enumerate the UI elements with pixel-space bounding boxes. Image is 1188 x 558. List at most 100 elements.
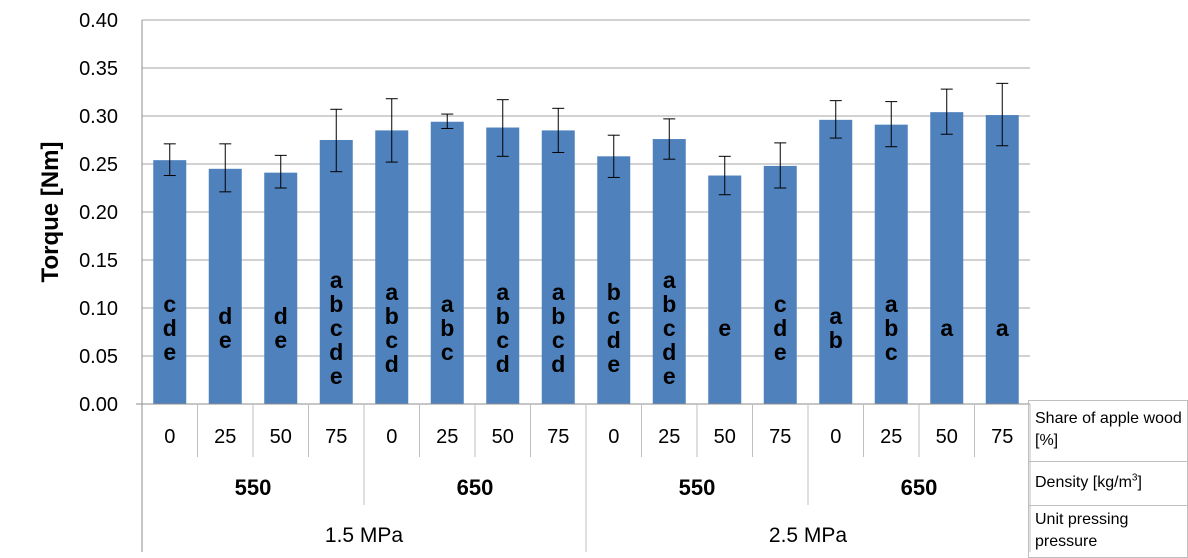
significance-letter: a xyxy=(940,315,953,341)
significance-letter: e xyxy=(163,339,176,365)
significance-letter: d xyxy=(274,303,288,329)
significance-letter: d xyxy=(329,339,343,365)
significance-letter: a xyxy=(330,267,343,293)
significance-letter: a xyxy=(829,303,842,329)
significance-letter: a xyxy=(552,279,565,305)
y-tick-label: 0.35 xyxy=(79,58,118,80)
significance-letter: d xyxy=(218,303,232,329)
significance-letter: b xyxy=(496,303,510,329)
bar xyxy=(763,165,797,404)
x-category-label: 75 xyxy=(769,426,791,448)
significance-letter: c xyxy=(663,315,676,341)
significance-letter: a xyxy=(496,279,509,305)
significance-letter: c xyxy=(330,315,343,341)
significance-letter: c xyxy=(774,291,787,317)
x-category-label: 50 xyxy=(936,426,958,448)
significance-letter: b xyxy=(551,303,565,329)
x-category-label: 25 xyxy=(880,426,902,448)
significance-letter: b xyxy=(329,291,343,317)
bar xyxy=(985,115,1019,404)
legend-density: Density [kg/m3] xyxy=(1028,461,1188,506)
bar xyxy=(930,112,964,404)
y-tick-label: 0.05 xyxy=(79,346,118,368)
bar xyxy=(708,175,742,404)
significance-letter: d xyxy=(163,315,177,341)
density-group-label: 550 xyxy=(679,475,716,500)
x-category-label: 0 xyxy=(386,426,397,448)
bar xyxy=(597,156,631,404)
y-tick-label: 0.25 xyxy=(79,154,118,176)
significance-letter: e xyxy=(219,327,232,353)
significance-letters: cdededeabcdeabcdabcabcdabcdbcdeabcdeecde… xyxy=(163,267,1009,389)
x-category-label: 25 xyxy=(214,426,236,448)
significance-letter: a xyxy=(663,267,676,293)
bar xyxy=(541,130,575,404)
legend-density-text: Density [kg/m xyxy=(1035,474,1132,491)
significance-letter: d xyxy=(773,315,787,341)
significance-letter: b xyxy=(607,279,621,305)
bar xyxy=(153,160,187,404)
x-category-label: 0 xyxy=(164,426,175,448)
y-tick-labels: 0.00 0.05 0.10 0.15 0.20 0.25 0.30 0.35 0.40 xyxy=(79,10,118,416)
bars xyxy=(153,112,1019,405)
bar xyxy=(430,121,464,404)
significance-letter: b xyxy=(829,327,843,353)
bar xyxy=(208,168,242,404)
significance-letter: d xyxy=(496,351,510,377)
x-category-label: 50 xyxy=(270,426,292,448)
significance-letter: b xyxy=(884,315,898,341)
x-category-labels: 0 25 50 75 0 25 50 75 0 25 50 75 0 25 50 75 xyxy=(164,426,1013,448)
bar xyxy=(486,127,520,405)
significance-letter: c xyxy=(885,339,898,365)
y-tick-label: 0.20 xyxy=(79,202,118,224)
density-group-label: 650 xyxy=(901,475,938,500)
legend-pressure-text: Unit pressing pressure xyxy=(1035,511,1129,550)
x-category-label: 75 xyxy=(547,426,569,448)
x-category-label: 50 xyxy=(492,426,514,448)
legend-share-text: Share of apple wood [%] xyxy=(1035,410,1182,449)
significance-letter: c xyxy=(385,327,398,353)
y-axis-label: Torque [Nm] xyxy=(37,142,64,283)
legend-pressure: Unit pressing pressure xyxy=(1028,505,1188,558)
x-category-label: 75 xyxy=(991,426,1013,448)
significance-letter: c xyxy=(496,327,509,353)
pressure-group-label: 2.5 MPa xyxy=(769,524,848,547)
x-category-label: 0 xyxy=(830,426,841,448)
density-group-label: 650 xyxy=(457,475,494,500)
significance-letter: e xyxy=(718,315,731,341)
y-tick-label: 0.30 xyxy=(79,106,118,128)
significance-letter: b xyxy=(440,315,454,341)
legend-density-superscript: 3 xyxy=(1131,472,1138,484)
x-category-label: 75 xyxy=(325,426,347,448)
x-category-label: 25 xyxy=(658,426,680,448)
y-tick-label: 0.40 xyxy=(79,10,118,32)
significance-letter: a xyxy=(996,315,1009,341)
y-tick-label: 0.15 xyxy=(79,250,118,272)
significance-letter: a xyxy=(441,291,454,317)
axes xyxy=(136,20,1031,552)
y-tick-label: 0.10 xyxy=(79,298,118,320)
significance-letter: e xyxy=(607,351,620,377)
significance-letter: a xyxy=(885,291,898,317)
significance-letter: e xyxy=(274,327,287,353)
bar xyxy=(264,172,298,404)
significance-letter: e xyxy=(330,363,343,389)
significance-letter: b xyxy=(385,303,399,329)
significance-letter: c xyxy=(441,339,454,365)
significance-letter: e xyxy=(774,339,787,365)
significance-letter: b xyxy=(662,291,676,317)
significance-letter: d xyxy=(385,351,399,377)
error-bars xyxy=(163,82,1009,196)
significance-letter: d xyxy=(551,351,565,377)
x-category-label: 0 xyxy=(608,426,619,448)
density-group-label: 550 xyxy=(235,475,272,500)
significance-letter: c xyxy=(163,291,176,317)
legend-share-apple-wood: Share of apple wood [%] xyxy=(1028,400,1188,462)
significance-letter: d xyxy=(662,339,676,365)
significance-letter: a xyxy=(385,279,398,305)
pressure-group-labels: 1.5 MPa 2.5 MPa xyxy=(325,524,848,547)
significance-letter: e xyxy=(663,363,676,389)
bar xyxy=(652,139,686,405)
bar xyxy=(874,124,908,404)
